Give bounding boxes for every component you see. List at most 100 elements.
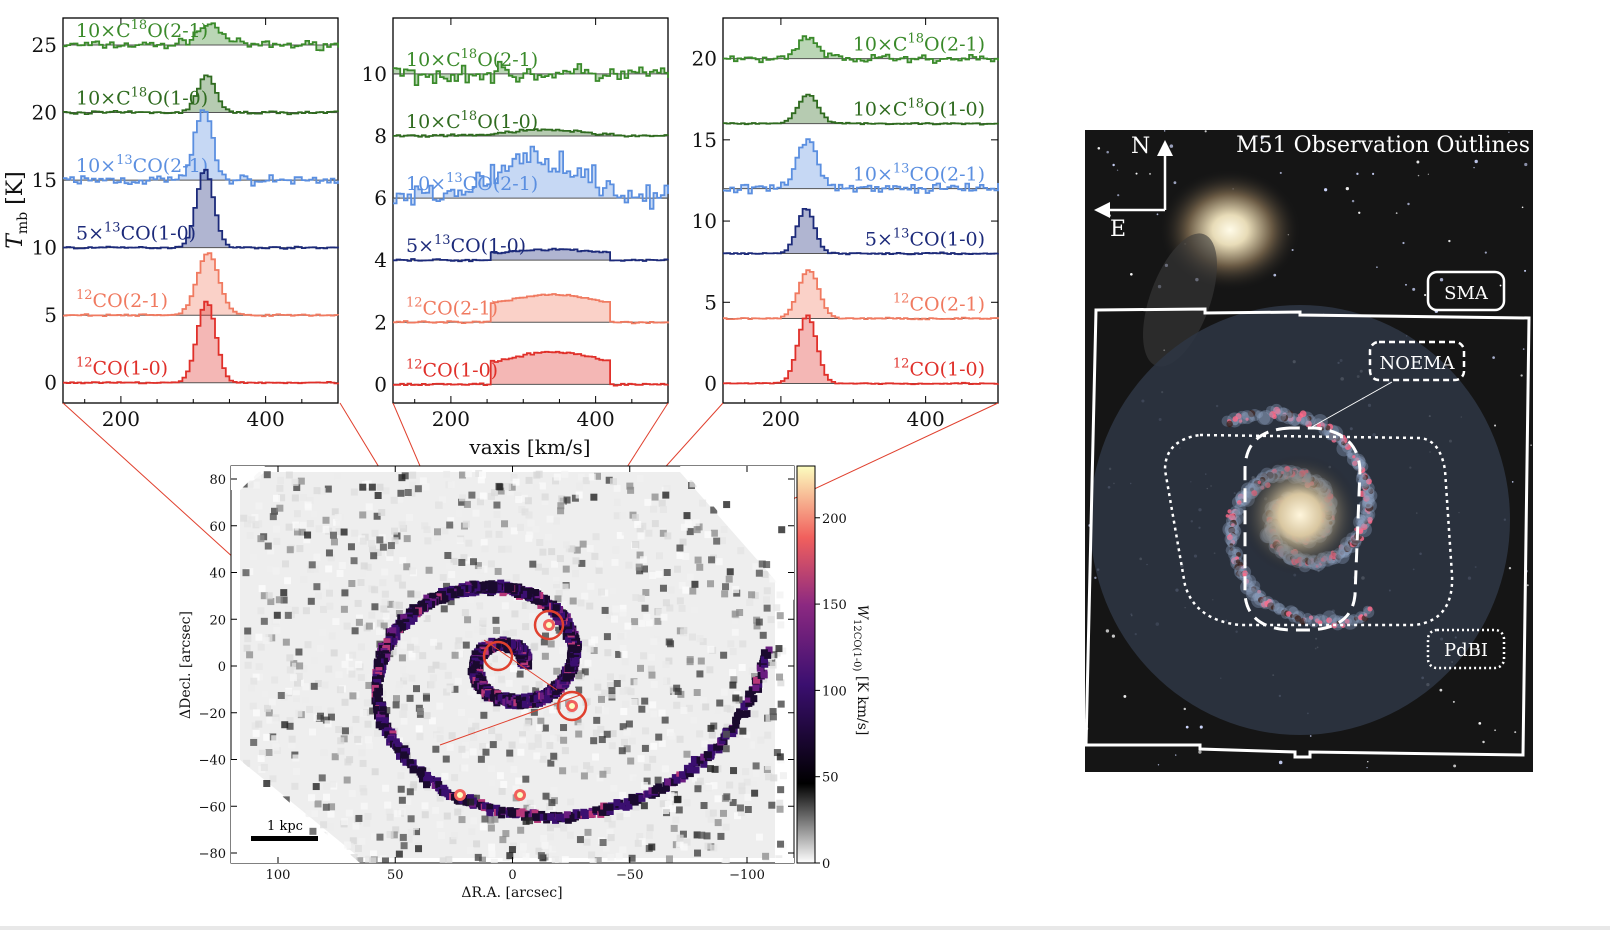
noema-label: NOEMA [1379,353,1455,374]
m51-photo: M51 Observation Outlines N E SMA NOEMA P… [1084,130,1533,772]
map-y-tick: −20 [199,707,226,722]
spectrum-line [393,145,669,210]
map-x-label: ΔR.A. [arcsec] [461,885,562,901]
sma-label: SMA [1444,283,1489,304]
sma-outline [1084,307,1531,759]
map-y-tick: 60 [209,520,226,535]
map-y-tick: −80 [199,847,226,862]
y-tick-label: 10 [692,209,717,233]
y-tick-label: 20 [32,101,57,125]
compass [1094,140,1173,218]
spectrum-line [723,314,999,386]
spectra-y-label: Tmb [K] [3,171,31,249]
spectrum-label: 10×C18O(2-1) [853,32,985,56]
spectrum-label: 10×13CO(2-1) [406,171,538,195]
spectrum-label: 5×13CO(1-0) [865,227,985,251]
spectrum-label: 12CO(1-0) [406,357,498,381]
pdbi-outline [1163,433,1454,627]
spectra-x-label: vaxis [km/s] [468,435,590,459]
spectrum-line [393,247,669,263]
map-y-tick: 0 [218,660,226,675]
spectrum-line [63,22,339,52]
spectrum-label: 12CO(1-0) [893,357,985,381]
x-tick-label: 200 [762,407,800,431]
spectrum-line [393,350,669,387]
map-y-tick: −40 [199,754,226,769]
spiral-arms [371,579,773,824]
spectrum-panel-2: 0 2 4 6 8 10 200 400 10×C18O(2-1) 10×C18O(1-0) 10×… [362,17,669,431]
spectrum-line [723,138,999,195]
co-intensity-map: 1 kpc 100 50 0 −50 −100 80 60 40 20 0 −20 −40 −60 −80… [178,465,795,901]
map-x-tick: −100 [729,868,765,883]
spectrum-label: 10×C18O(2-1) [406,47,538,71]
region-circle-south [556,690,588,722]
y-tick-label: 5 [44,303,57,327]
map-y-label: ΔDecl. [arcsec] [178,611,194,719]
spectrum-label: 10×13CO(2-1) [76,153,208,177]
map-x-tick: 0 [508,868,516,883]
region-circle-north [533,609,565,641]
spectrum-line [63,300,339,385]
y-tick-label: 5 [704,290,717,314]
spectrum-line [723,269,999,321]
spectrum-line [723,208,999,256]
colorbar-tick: 50 [822,771,839,786]
spectrum-line [723,93,999,126]
spectrum-panel-3: 0 5 10 15 20 200 400 10×C18O(2-1) 10×C18O(1-0) 10… [692,17,999,431]
photo-title: M51 Observation Outlines [1236,133,1530,158]
map-x-tick: 100 [266,868,291,883]
y-tick-label: 15 [32,168,57,192]
map-axes: 100 50 0 −50 −100 80 60 40 20 0 −20 −40 −60 −80 [199,466,794,883]
spectrum-line [63,168,339,250]
y-tick-label: 2 [374,310,387,334]
spectrum-label: 12CO(2-1) [406,295,498,319]
spectrum-line [393,60,669,86]
map-y-tick: 80 [209,473,226,488]
spectrum-line [393,293,669,325]
y-tick-label: 0 [704,372,717,396]
y-tick-label: 10 [362,62,387,86]
x-tick-label: 200 [102,407,140,431]
colorbar-tick: 0 [822,857,830,872]
scalebar [251,836,318,841]
y-tick-label: 20 [692,47,717,71]
y-tick-label: 4 [374,248,387,272]
spectrum-label: 10×C18O(1-0) [406,109,538,133]
spectrum-label: 10×13CO(2-1) [853,162,985,186]
y-tick-label: 8 [374,124,387,148]
y-tick-label: 15 [692,128,717,152]
map-texture [231,466,794,863]
colorbar-label: W12CO(1-0) [K km/s] [851,605,870,736]
spectrum-label: 5×13CO(1-0) [76,221,196,245]
spectrum-label: 5×13CO(1-0) [406,233,526,257]
x-tick-label: 400 [907,407,945,431]
spectrum-label: 10×C18O(2-1) [76,18,208,42]
spectrum-panel-1: 0 5 10 15 20 25 200 400 10×C18O(2-1) 10×C18O(1-0)… [32,17,339,431]
colorbar-ticks: 0 50 100 150 200 [815,512,847,872]
y-tick-label: 0 [374,372,387,396]
colorbar: 0 50 100 150 200 W12CO(1-0) [K km/s] [796,465,870,872]
colorbar-tick: 100 [822,684,847,699]
pdbi-label: PdBI [1444,640,1488,661]
noema-outline [1243,426,1362,632]
map-y-tick: 20 [209,613,226,628]
spectrum-line [723,35,999,64]
y-tick-label: 25 [32,33,57,57]
map-x-tick: 50 [387,868,404,883]
main-galaxy-nucleus [1240,455,1360,575]
spectrum-label: 12CO(2-1) [893,292,985,316]
map-y-tick: 40 [209,567,226,582]
spectrum-label: 10×C18O(1-0) [76,86,208,110]
y-tick-label: 6 [374,186,387,210]
y-tick-label: 0 [44,371,57,395]
spectrum-line [393,128,669,138]
colorbar-tick: 150 [822,598,847,613]
x-tick-label: 400 [577,407,615,431]
compass-east: E [1110,217,1126,242]
map-y-tick: −60 [199,800,226,815]
page-bottom-rule [0,926,1610,930]
scalebar-label: 1 kpc [267,819,303,834]
y-tick-label: 10 [32,236,57,260]
